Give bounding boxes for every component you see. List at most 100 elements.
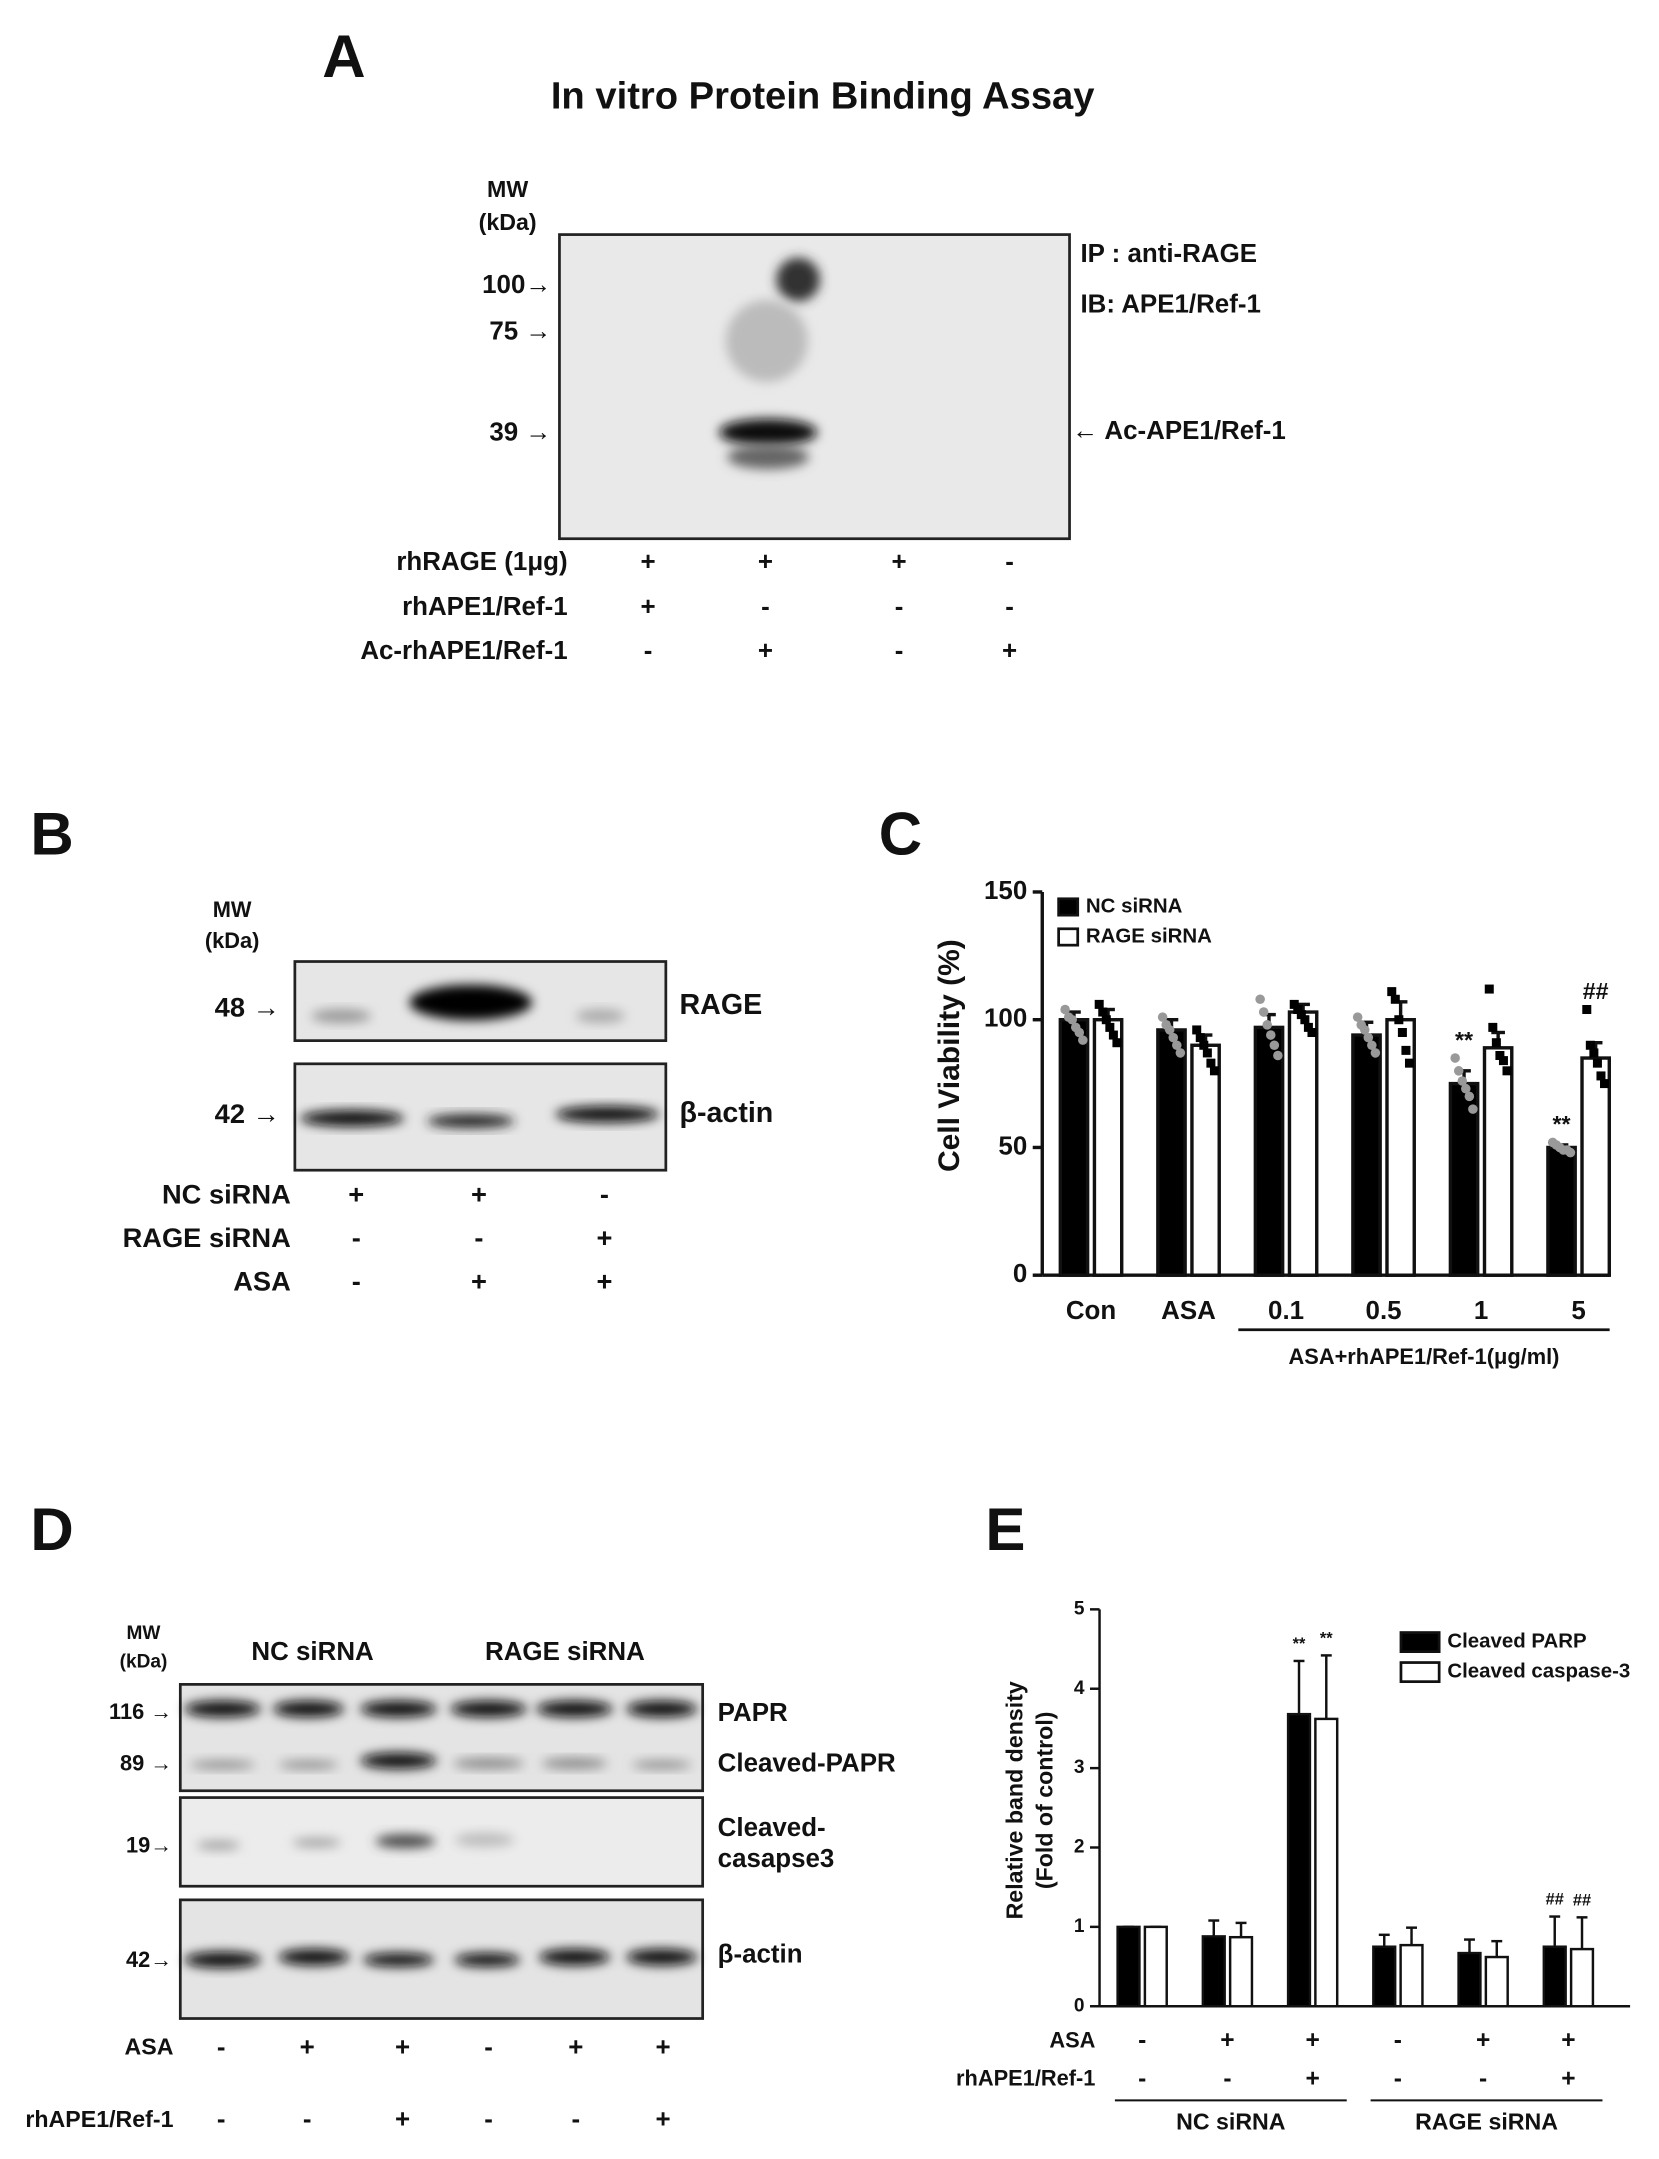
- bar: [1286, 1712, 1312, 2008]
- significance-label: ##: [1546, 1891, 1564, 1909]
- legend-swatch: [1399, 1631, 1441, 1654]
- data-point: [1078, 1035, 1088, 1045]
- data-point: [1289, 999, 1299, 1009]
- panel-label: D: [30, 1496, 73, 1563]
- condition-name: NC siRNA: [162, 1178, 291, 1209]
- mw-marker: 42 →: [215, 1098, 280, 1129]
- condition-name: rhAPE1/Ref-1: [25, 2106, 173, 2132]
- data-point: [1202, 1048, 1212, 1058]
- mw-marker: 39 →: [489, 419, 551, 447]
- x-tick-label: 5: [1571, 1297, 1585, 1325]
- data-point: [1293, 1004, 1303, 1014]
- bar: [1058, 1018, 1090, 1277]
- panel-label: E: [985, 1496, 1025, 1563]
- data-point: [1199, 1040, 1209, 1050]
- mw-marker: 19→: [126, 1832, 172, 1857]
- mw-header: MW: [487, 176, 528, 202]
- mw-marker: 116 →: [109, 1699, 172, 1724]
- condition-sign: +: [1561, 2065, 1575, 2092]
- condition-sign: -: [572, 2106, 581, 2134]
- condition-sign: -: [352, 1222, 361, 1253]
- data-point: [1495, 1050, 1505, 1060]
- condition-sign: -: [352, 1266, 361, 1297]
- condition-sign: +: [641, 593, 656, 621]
- data-point: [1094, 999, 1104, 1009]
- data-point: [1262, 1020, 1273, 1030]
- condition-name: rhRAGE (1μg): [396, 548, 567, 576]
- blot-b: [293, 960, 668, 1172]
- bar: [1484, 1955, 1509, 2008]
- data-point: [1498, 1056, 1508, 1066]
- condition-sign: -: [761, 593, 770, 621]
- data-point: [1060, 1004, 1070, 1015]
- condition-sign: -: [1394, 2065, 1402, 2092]
- bar: [1143, 1925, 1168, 2008]
- data-point: [1589, 1048, 1599, 1058]
- condition-sign: -: [600, 1178, 609, 1209]
- data-point: [1258, 1007, 1269, 1017]
- data-point: [1269, 1040, 1280, 1051]
- mw-marker: 100→: [482, 271, 551, 299]
- blot-annotation: ← Ac-APE1/Ref-1: [1072, 417, 1286, 445]
- significance-label: **: [1293, 1635, 1306, 1653]
- data-point: [1596, 1071, 1606, 1081]
- group-label: ASA+rhAPE1/Ref-1(μg/ml): [1289, 1344, 1560, 1369]
- condition-sign: -: [1138, 2065, 1146, 2092]
- blot-annotation: IB: APE1/Ref-1: [1080, 290, 1260, 318]
- condition-sign: -: [474, 1222, 483, 1253]
- data-point: [1255, 994, 1265, 1005]
- group-label: NC siRNA: [251, 1638, 374, 1666]
- bar: [1092, 1018, 1124, 1277]
- mw-header: (kDa): [120, 1652, 168, 1673]
- significance-label: ##: [1583, 978, 1609, 1004]
- panel-label: B: [30, 801, 73, 868]
- y-axis-label: Relative band density: [1001, 1681, 1027, 1919]
- blot-d: [178, 1683, 705, 2020]
- blot-a: [558, 233, 1071, 541]
- data-point: [1370, 1048, 1381, 1058]
- condition-sign: +: [656, 2106, 671, 2134]
- condition-sign: +: [596, 1266, 612, 1297]
- data-point: [1585, 1040, 1595, 1050]
- group-label: NC siRNA: [1176, 2109, 1286, 2135]
- mw-header: MW: [213, 897, 252, 922]
- data-point: [1390, 994, 1400, 1004]
- bar: [1580, 1056, 1611, 1277]
- condition-sign: +: [596, 1222, 612, 1253]
- legend-label: NC siRNA: [1086, 894, 1183, 917]
- data-point: [1457, 1076, 1468, 1086]
- condition-sign: +: [891, 548, 906, 576]
- data-point: [1468, 1104, 1478, 1114]
- condition-sign: +: [1220, 2027, 1234, 2054]
- condition-name: rhAPE1/Ref-1: [402, 593, 568, 621]
- condition-sign: -: [1138, 2027, 1146, 2054]
- mw-marker: 75 →: [489, 318, 551, 346]
- data-point: [1105, 1022, 1115, 1032]
- significance-label: **: [1320, 1629, 1333, 1647]
- condition-sign: +: [395, 2106, 410, 2134]
- condition-name: ASA: [233, 1266, 291, 1297]
- data-point: [1363, 1032, 1374, 1043]
- condition-sign: -: [1005, 548, 1014, 576]
- condition-sign: -: [644, 637, 653, 665]
- data-point: [1582, 1004, 1592, 1014]
- band-label: Cleaved-: [718, 1814, 826, 1842]
- data-point: [1387, 987, 1397, 997]
- condition-sign: -: [1479, 2065, 1487, 2092]
- y-tick-label: 5: [1074, 1598, 1085, 1619]
- band-label: PAPR: [718, 1699, 788, 1727]
- condition-sign: +: [656, 2033, 671, 2061]
- data-point: [1464, 1091, 1475, 1102]
- condition-sign: +: [568, 2033, 583, 2061]
- data-point: [1397, 1027, 1407, 1037]
- condition-sign: +: [1305, 2027, 1319, 2054]
- y-axis-label: Cell Viability (%): [933, 939, 966, 1172]
- data-point: [1401, 1045, 1411, 1055]
- bar: [1385, 1018, 1416, 1277]
- group-label: RAGE siRNA: [485, 1638, 645, 1666]
- data-point: [1592, 1058, 1602, 1068]
- y-tick-label: 50: [998, 1132, 1027, 1160]
- bar: [1228, 1935, 1254, 2008]
- condition-sign: -: [217, 2106, 226, 2134]
